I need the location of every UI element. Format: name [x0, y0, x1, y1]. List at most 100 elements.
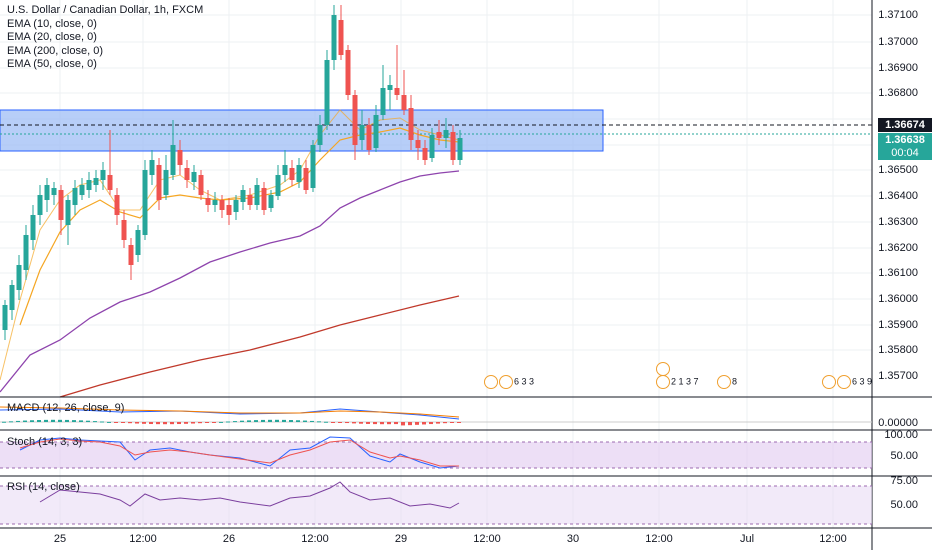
price-tick: 1.36000 [878, 293, 918, 305]
macd-bar [79, 420, 83, 422]
event-extra: 1 3 7 [678, 376, 699, 387]
candle-body [359, 125, 365, 140]
candle-body [9, 285, 15, 310]
macd-bar [37, 420, 41, 422]
ema-50-label[interactable]: EMA (50, close, 0) [7, 58, 97, 70]
price-tick: 1.36300 [878, 216, 918, 228]
candle-body [30, 215, 36, 240]
price-tick: 1.35900 [878, 319, 918, 331]
candlesticks [2, 5, 463, 340]
macd-bar [177, 422, 181, 425]
candle-body [415, 140, 421, 148]
candle-body [121, 220, 127, 240]
economic-event[interactable] [656, 362, 671, 376]
macd-bar [9, 421, 13, 423]
macd-bar [275, 419, 279, 422]
time-tick: 26 [222, 533, 236, 545]
macd-bar [254, 420, 258, 422]
grid [0, 0, 872, 528]
macd-bar [233, 421, 237, 423]
macd-bar [289, 420, 293, 422]
candle-body [352, 95, 358, 145]
economic-event[interactable]: 2 1 3 7 [656, 375, 699, 389]
macd-bar [268, 419, 272, 422]
ema-200-line [59, 295, 460, 398]
economic-event[interactable]: 6 3 3 [484, 375, 534, 389]
macd-bar [184, 422, 188, 424]
candle-body [23, 235, 29, 270]
candle-body [212, 200, 218, 205]
candle-body [422, 148, 428, 160]
candle-body [366, 125, 372, 150]
symbol-title[interactable]: U.S. Dollar / Canadian Dollar, 1h, FXCM [7, 4, 204, 16]
time-tick: Jul [739, 533, 755, 545]
macd-bar [65, 419, 69, 422]
candle-body [128, 245, 134, 265]
macd-bar [58, 419, 62, 422]
flag-icon [822, 375, 836, 389]
macd-bar [170, 422, 174, 425]
stoch-label[interactable]: Stoch (14, 3, 3) [7, 436, 83, 448]
ema-10-label[interactable]: EMA (10, close, 0) [7, 17, 97, 30]
candle-body [282, 165, 288, 175]
macd-bar [352, 422, 356, 424]
price-tick: 1.35800 [878, 344, 918, 356]
macd-bar [219, 421, 223, 423]
price-line-tag[interactable]: 1.36674 [878, 118, 932, 132]
last-price-tag[interactable]: 1.36638 [878, 133, 932, 147]
price-tick: 1.35700 [878, 370, 918, 382]
candle-body [296, 165, 302, 182]
macd-bar [373, 422, 377, 425]
candle-body [184, 168, 190, 180]
macd-bar [450, 422, 454, 423]
candle-body [401, 95, 407, 110]
ema-200-label[interactable]: EMA (200, close, 0) [7, 44, 103, 57]
ema-20-line [19, 127, 460, 326]
resistance-zone[interactable] [0, 109, 604, 152]
macd-bar [226, 421, 230, 423]
candle-body [394, 88, 400, 95]
price-tick: 1.36500 [878, 164, 918, 176]
macd-bar [114, 422, 118, 423]
candle-body [373, 115, 379, 148]
candle-body [261, 188, 267, 210]
ema-50-line [0, 170, 460, 393]
macd-bar [205, 422, 209, 423]
ema-20-label[interactable]: EMA (20, close, 0) [7, 31, 97, 43]
event-count: 2 [671, 376, 677, 387]
macd-label[interactable]: MACD (12, 26, close, 9) [7, 402, 125, 414]
macd-bar [429, 422, 433, 425]
price-tick: 1.36800 [878, 87, 918, 99]
flag-icon [837, 375, 851, 389]
macd-bar [93, 421, 97, 423]
candle-body [289, 168, 295, 180]
candle-body [65, 200, 71, 225]
candle-body [51, 188, 57, 195]
price-tick: 1.36100 [878, 267, 918, 279]
candle-body [226, 205, 232, 215]
macd-bar [345, 422, 349, 424]
candle-body [191, 172, 197, 182]
economic-event[interactable]: 6 3 9 [822, 375, 872, 389]
candle-body [44, 185, 50, 200]
macd-bar [51, 419, 55, 422]
chart-legend: U.S. Dollar / Canadian Dollar, 1h, FXCM … [7, 4, 203, 72]
time-tick: 12:00 [129, 533, 157, 545]
candle-body [254, 185, 260, 205]
macd-bar [331, 422, 335, 423]
economic-event[interactable]: 8 [717, 375, 737, 389]
rsi-label[interactable]: RSI (14, close) [7, 481, 80, 493]
event-count: 8 [732, 376, 738, 387]
macd-bar [359, 422, 363, 424]
macd-bar [163, 422, 167, 425]
macd-bar [107, 421, 111, 423]
candle-body [198, 175, 204, 195]
price-tick: 1.36900 [878, 62, 918, 74]
macd-pane [0, 406, 872, 426]
macd-bar [261, 419, 265, 422]
candle-body [37, 195, 43, 215]
event-extra: 3 3 [521, 376, 535, 387]
candle-body [135, 230, 141, 255]
candle-body [58, 190, 64, 220]
